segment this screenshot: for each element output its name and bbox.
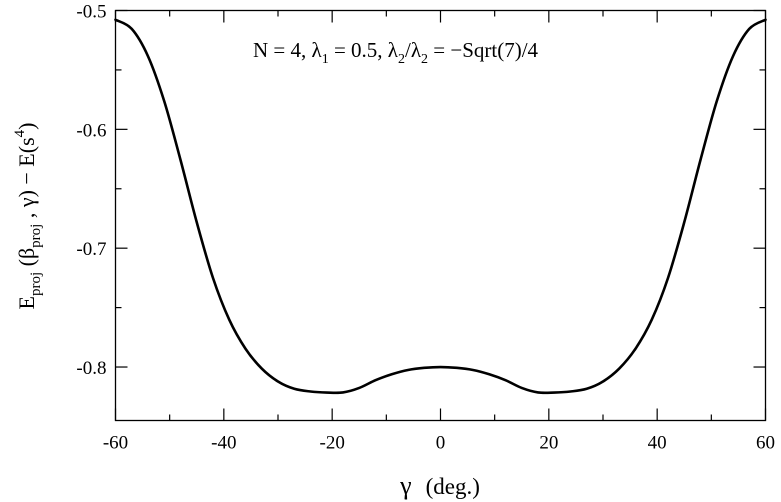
x-tick-label: 40 xyxy=(648,433,667,454)
x-tick-label: -20 xyxy=(320,433,345,454)
y-tick-label: -0.5 xyxy=(76,2,106,23)
plot-frame xyxy=(114,9,767,422)
x-tick-label: 0 xyxy=(436,433,446,454)
x-tick-label: -60 xyxy=(103,433,128,454)
x-axis-title: γ (deg.) xyxy=(399,471,480,500)
x-tick-label: 60 xyxy=(756,433,775,454)
y-tick-label: -0.6 xyxy=(76,120,106,141)
y-tick-label: -0.7 xyxy=(76,239,106,260)
x-tick-label: 20 xyxy=(539,433,558,454)
energy-curve xyxy=(114,18,767,395)
tick-labels-layer: -60 -40 -20 0 20 40 60 -0.8 -0.7 -0.6 -0.5 xyxy=(76,2,775,454)
ticks-layer xyxy=(114,9,767,421)
y-tick-label: -0.8 xyxy=(76,358,106,379)
y-axis-title: Eproj (βproj , γ) − E(s4) xyxy=(12,123,44,310)
x-tick-label: -40 xyxy=(211,433,236,454)
parameter-annotation: N = 4, λ1 = 0.5, λ2/λ2 = −Sqrt(7)/4 xyxy=(253,38,539,67)
